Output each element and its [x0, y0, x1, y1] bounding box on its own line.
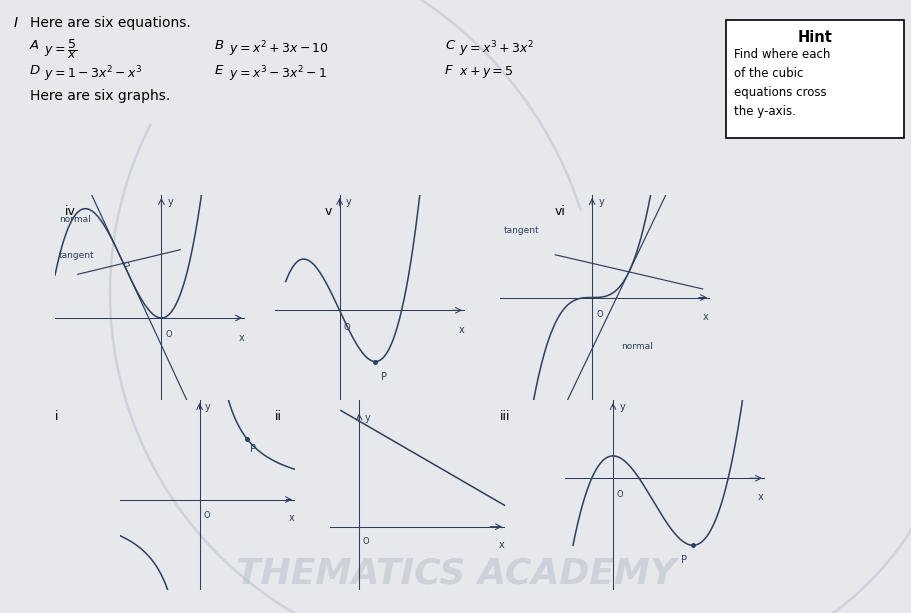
Text: B: B [215, 39, 224, 52]
Text: x: x [288, 513, 294, 524]
Text: THEMATICS ACADEMY: THEMATICS ACADEMY [236, 557, 675, 591]
Text: Here are six equations.: Here are six equations. [30, 16, 190, 30]
Text: x: x [498, 539, 504, 550]
Text: O: O [343, 322, 350, 332]
Text: C: C [445, 39, 454, 52]
Text: Here are six graphs.: Here are six graphs. [30, 89, 170, 103]
Text: E: E [215, 64, 223, 77]
Text: ii: ii [275, 410, 281, 423]
Text: O: O [617, 490, 623, 498]
Text: A: A [30, 39, 39, 52]
Text: y: y [364, 413, 370, 423]
Text: $y=x^2+3x-10$: $y=x^2+3x-10$ [229, 39, 329, 59]
Text: y: y [599, 197, 604, 207]
Text: y: y [619, 402, 624, 413]
Text: O: O [165, 330, 171, 340]
Text: y: y [205, 402, 210, 413]
Text: P: P [251, 444, 256, 454]
Text: iii: iii [499, 410, 510, 423]
Text: x: x [702, 312, 708, 322]
Text: Find where each
of the cubic
equations cross
the y-axis.: Find where each of the cubic equations c… [733, 48, 829, 118]
Text: D: D [30, 64, 40, 77]
Text: $y=\dfrac{5}{x}$: $y=\dfrac{5}{x}$ [44, 37, 77, 61]
Text: tangent: tangent [58, 251, 95, 260]
Text: x: x [238, 333, 244, 343]
Text: $y=x^3+3x^2$: $y=x^3+3x^2$ [458, 39, 533, 59]
Text: i: i [55, 410, 58, 423]
Text: y: y [345, 197, 351, 207]
Text: I: I [14, 16, 18, 30]
Text: Hint: Hint [797, 30, 832, 45]
Text: v: v [324, 205, 332, 218]
Text: normal: normal [58, 215, 90, 224]
Text: O: O [363, 538, 369, 546]
Text: normal: normal [621, 342, 652, 351]
Text: O: O [596, 310, 602, 319]
Text: P: P [380, 371, 386, 381]
Text: $y=1-3x^2-x^3$: $y=1-3x^2-x^3$ [44, 64, 142, 83]
Text: P: P [681, 555, 686, 565]
Text: $y=x^3-3x^2-1$: $y=x^3-3x^2-1$ [229, 64, 327, 83]
Text: F: F [445, 64, 452, 77]
Text: O: O [203, 511, 210, 520]
Text: x: x [757, 492, 763, 502]
Text: tangent: tangent [503, 226, 538, 235]
Text: iv: iv [65, 205, 76, 218]
FancyBboxPatch shape [725, 20, 903, 138]
Text: vi: vi [555, 205, 565, 218]
Text: y: y [168, 197, 173, 207]
Text: $x+y=5$: $x+y=5$ [458, 64, 513, 80]
Text: x: x [458, 325, 464, 335]
